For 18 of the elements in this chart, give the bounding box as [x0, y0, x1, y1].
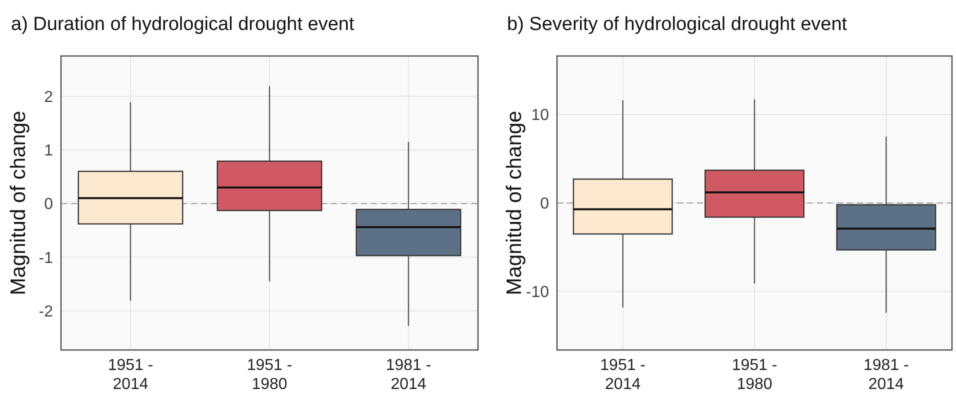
x-tick-label: 1951 - 2014 [600, 357, 646, 393]
y-axis-title: Magnitud of change [503, 110, 526, 296]
y-tick-label: 1 [44, 142, 54, 160]
x-tick-label: 1951 - 1980 [246, 357, 292, 393]
y-tick-label: 0 [540, 196, 550, 213]
y-tick-label: 0 [44, 196, 54, 214]
x-tick-label: 1951 - 1980 [732, 357, 778, 393]
x-tick-label: 1981 - 2014 [863, 357, 909, 393]
y-tick-label: -10 [526, 284, 550, 302]
y-axis-title: Magnitud of change [7, 110, 30, 296]
y-tick-label: 10 [531, 107, 550, 124]
y-tick-label: 2 [44, 88, 54, 106]
y-tick-label: -1 [38, 250, 54, 267]
chart-title: b) Severity of hydrological drought event [507, 14, 848, 35]
y-tick-label: -2 [38, 303, 54, 320]
chart-title: a) Duration of hydrological drought event [11, 14, 355, 35]
x-tick-label: 1981 - 2014 [386, 357, 432, 393]
x-tick-label: 1951 - 2014 [108, 357, 154, 393]
